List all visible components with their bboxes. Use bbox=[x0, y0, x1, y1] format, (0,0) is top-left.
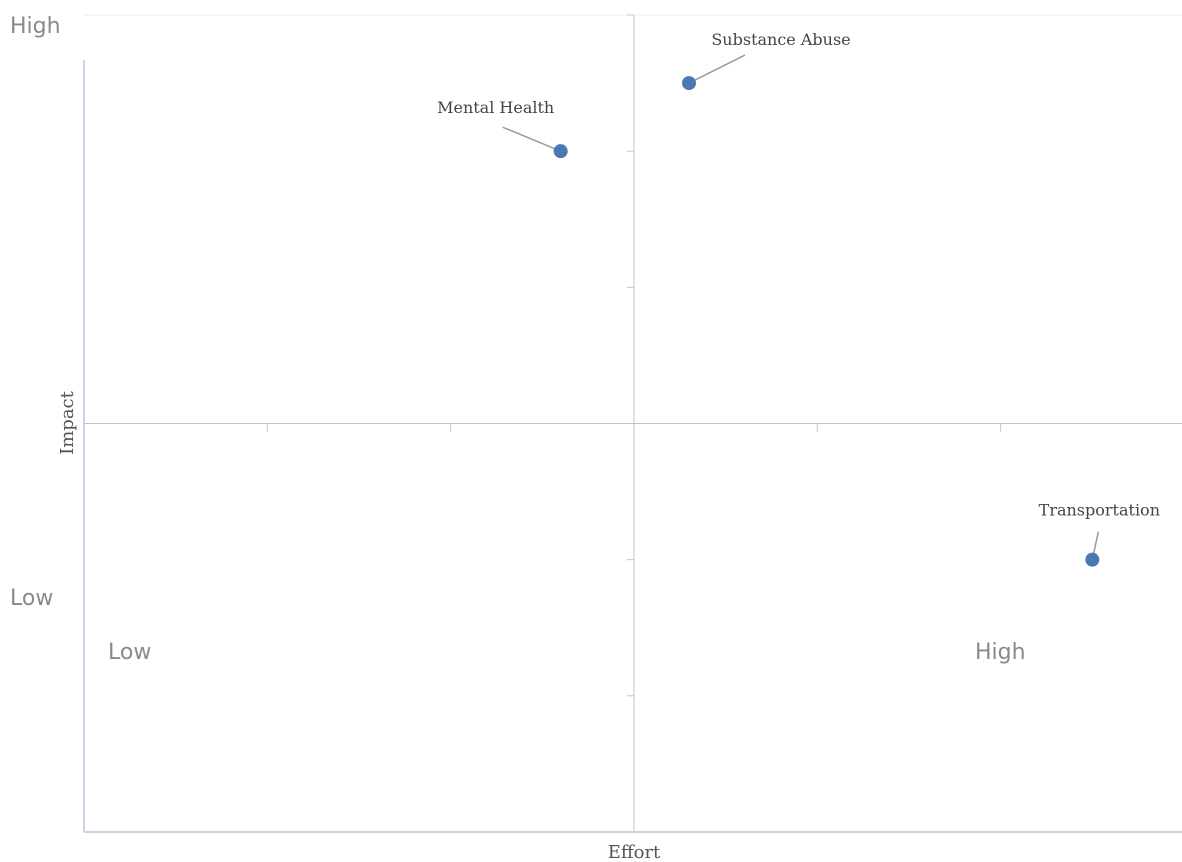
y-high-label: High bbox=[10, 14, 61, 39]
point-leader-line bbox=[502, 126, 561, 152]
x-axis-title: Effort bbox=[608, 842, 661, 862]
x-high-label: High bbox=[975, 640, 1026, 665]
point-label: Substance Abuse bbox=[711, 30, 850, 49]
point-leader-line bbox=[688, 54, 746, 84]
data-point[interactable] bbox=[682, 76, 696, 91]
x-low-label: Low bbox=[108, 640, 151, 665]
point-label: Mental Health bbox=[437, 98, 554, 117]
tick-marks bbox=[266, 14, 1002, 697]
data-point[interactable] bbox=[1085, 552, 1100, 567]
data-points: Substance Abuse Mental Health Transportati… bbox=[437, 30, 1160, 567]
y-axis-title: Impact bbox=[57, 390, 78, 455]
point-label: Transportation bbox=[1039, 501, 1160, 520]
y-low-label: Low bbox=[10, 586, 53, 611]
data-point[interactable] bbox=[553, 144, 568, 159]
